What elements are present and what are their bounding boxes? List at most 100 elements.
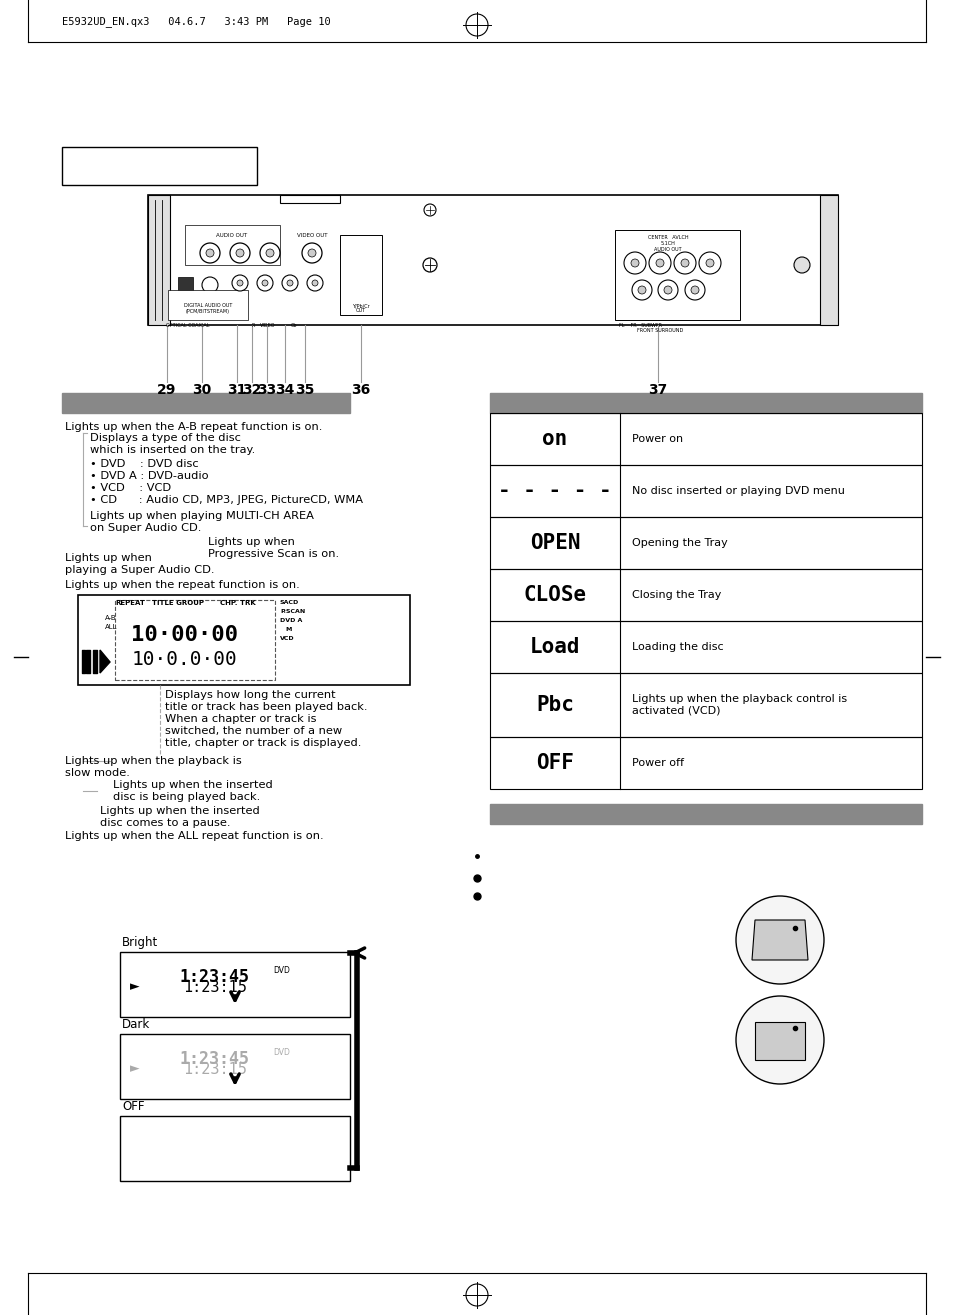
Text: Lights up when playing MULTI-CH AREA: Lights up when playing MULTI-CH AREA <box>90 512 314 521</box>
Bar <box>115 600 274 680</box>
Text: 33: 33 <box>257 383 276 397</box>
Text: CENTER   AVLCH: CENTER AVLCH <box>647 235 688 241</box>
Text: • DVD    : DVD disc: • DVD : DVD disc <box>90 459 198 469</box>
Text: A-B: A-B <box>105 615 116 621</box>
Circle shape <box>282 275 297 291</box>
Bar <box>185 225 280 266</box>
Bar <box>148 195 170 325</box>
Text: 34: 34 <box>275 383 294 397</box>
Circle shape <box>206 249 213 256</box>
Text: Bright: Bright <box>122 936 158 949</box>
Text: OUT: OUT <box>355 308 366 313</box>
Circle shape <box>673 252 696 274</box>
Text: 30: 30 <box>193 383 212 397</box>
Bar <box>490 736 921 789</box>
Polygon shape <box>100 650 110 673</box>
Circle shape <box>202 277 218 293</box>
Circle shape <box>793 256 809 274</box>
Circle shape <box>235 249 244 256</box>
Circle shape <box>680 259 688 267</box>
Bar <box>490 673 921 736</box>
Text: AUDIO OUT: AUDIO OUT <box>216 233 247 238</box>
Text: Closing the Tray: Closing the Tray <box>631 590 720 600</box>
Text: R: R <box>251 323 254 327</box>
Text: • CD      : Audio CD, MP3, JPEG, PictureCD, WMA: • CD : Audio CD, MP3, JPEG, PictureCD, W… <box>90 494 363 505</box>
Text: 35: 35 <box>295 383 314 397</box>
Text: • VCD    : VCD: • VCD : VCD <box>90 483 171 493</box>
Text: on: on <box>542 429 567 448</box>
Text: Pbc: Pbc <box>536 696 574 715</box>
Bar <box>490 621 921 673</box>
Text: P.SCAN: P.SCAN <box>280 609 305 614</box>
Text: 10·00·00: 10·00·00 <box>132 625 238 644</box>
Polygon shape <box>754 1022 804 1060</box>
Bar <box>490 393 921 413</box>
Circle shape <box>623 252 645 274</box>
Text: DVD A: DVD A <box>280 618 302 623</box>
Bar <box>820 195 837 325</box>
Text: Y/Pb/Cr: Y/Pb/Cr <box>352 302 370 308</box>
Bar <box>78 594 410 685</box>
Text: CLOSe: CLOSe <box>523 585 586 605</box>
Text: REPEAT: REPEAT <box>115 600 145 606</box>
Circle shape <box>705 259 713 267</box>
Text: TITLE GROUP: TITLE GROUP <box>152 600 204 606</box>
Text: Lights up when the repeat function is on.: Lights up when the repeat function is on… <box>65 580 299 590</box>
Text: FRONT SURROUND: FRONT SURROUND <box>637 327 682 333</box>
Text: Displays a type of the disc: Displays a type of the disc <box>90 433 240 443</box>
Text: Lights up when the inserted: Lights up when the inserted <box>112 780 273 790</box>
Circle shape <box>232 275 248 291</box>
Text: Opening the Tray: Opening the Tray <box>631 538 727 548</box>
Circle shape <box>648 252 670 274</box>
Circle shape <box>690 285 699 295</box>
Circle shape <box>638 285 645 295</box>
Bar <box>490 413 921 466</box>
Text: OPEN: OPEN <box>529 533 579 554</box>
Bar <box>120 1034 350 1099</box>
Circle shape <box>266 249 274 256</box>
Circle shape <box>287 280 293 285</box>
Circle shape <box>656 259 663 267</box>
Text: which is inserted on the tray.: which is inserted on the tray. <box>90 444 255 455</box>
Text: disc is being played back.: disc is being played back. <box>112 792 260 802</box>
Text: 36: 36 <box>351 383 370 397</box>
Polygon shape <box>751 920 807 960</box>
Text: AUDIO OUT: AUDIO OUT <box>654 247 681 252</box>
Text: on Super Audio CD.: on Super Audio CD. <box>90 523 201 533</box>
Text: 1:23:15: 1:23:15 <box>183 1063 247 1077</box>
Text: 5.1CH: 5.1CH <box>659 241 675 246</box>
Text: Lights up when the playback is: Lights up when the playback is <box>65 756 241 767</box>
Text: ►: ► <box>130 980 140 993</box>
Circle shape <box>699 252 720 274</box>
Text: E5932UD_EN.qx3   04.6.7   3:43 PM   Page 10: E5932UD_EN.qx3 04.6.7 3:43 PM Page 10 <box>62 16 331 26</box>
Text: DVD: DVD <box>274 967 290 974</box>
Text: DIGITAL AUDIO OUT: DIGITAL AUDIO OUT <box>184 302 232 308</box>
Text: ALL: ALL <box>105 625 117 630</box>
Circle shape <box>658 280 678 300</box>
Text: 1:23:15: 1:23:15 <box>183 980 247 995</box>
Bar <box>490 803 921 825</box>
Circle shape <box>735 896 823 984</box>
Text: Lights up when the playback control is
activated (VCD): Lights up when the playback control is a… <box>631 694 846 715</box>
Circle shape <box>312 280 317 285</box>
Text: CHP. TRK: CHP. TRK <box>220 600 255 606</box>
Text: Lights up when: Lights up when <box>65 554 152 563</box>
Text: playing a Super Audio CD.: playing a Super Audio CD. <box>65 565 214 575</box>
Circle shape <box>260 243 280 263</box>
Text: Lights up when the ALL repeat function is on.: Lights up when the ALL repeat function i… <box>65 831 323 842</box>
Text: 37: 37 <box>648 383 667 397</box>
Circle shape <box>200 243 220 263</box>
Text: M: M <box>285 627 291 633</box>
Text: Power off: Power off <box>631 757 683 768</box>
Text: slow mode.: slow mode. <box>65 768 130 778</box>
Circle shape <box>422 258 436 272</box>
Text: Lights up when: Lights up when <box>208 537 294 547</box>
Bar <box>490 466 921 517</box>
Text: Dark: Dark <box>122 1018 150 1031</box>
Bar <box>62 147 256 185</box>
Bar <box>120 1116 350 1181</box>
Text: VIDEO: VIDEO <box>260 323 275 327</box>
Text: title or track has been played back.: title or track has been played back. <box>165 702 367 711</box>
Circle shape <box>308 249 315 256</box>
Text: DVD: DVD <box>274 1048 290 1057</box>
